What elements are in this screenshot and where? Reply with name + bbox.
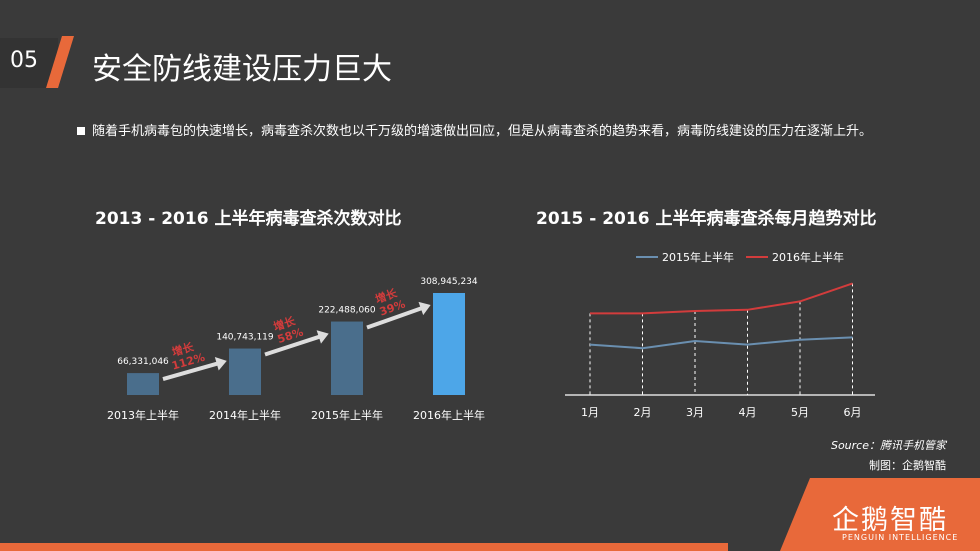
bar — [127, 373, 159, 395]
x-tick-label: 3月 — [686, 406, 704, 419]
bar-value-label: 66,331,046 — [117, 357, 169, 367]
bar-value-label: 308,945,234 — [420, 277, 478, 287]
bullet-square-icon — [77, 127, 85, 135]
bottom-accent-bar — [0, 543, 728, 551]
growth-arrowhead — [214, 357, 227, 371]
growth-arrow — [366, 305, 426, 330]
growth-arrowhead — [316, 330, 329, 344]
x-tick-label: 4月 — [739, 406, 757, 419]
series-line — [589, 336, 853, 350]
bar-value-label: 140,743,119 — [216, 333, 274, 343]
bar — [433, 293, 465, 395]
bar-chart-title: 2013 - 2016 上半年病毒查杀次数对比 — [95, 209, 402, 229]
bar-category-label: 2016年上半年 — [413, 408, 485, 422]
bar-category-label: 2013年上半年 — [107, 408, 179, 422]
bar-value-label: 222,488,060 — [318, 306, 376, 316]
legend-label: 2016年上半年 — [772, 250, 844, 264]
growth-arrow — [264, 333, 324, 357]
maker-note: 制图：企鹅智酷 — [869, 459, 946, 472]
legend-label: 2015年上半年 — [662, 250, 734, 264]
x-tick-label: 6月 — [844, 406, 862, 419]
source-note: Source：腾讯手机管家 — [830, 439, 946, 452]
page-title: 安全防线建设压力巨大 — [92, 52, 392, 87]
bar-chart: 66,331,046 2013年上半年 140,743,119 2014年上半年 222… — [107, 277, 485, 422]
line-chart-title: 2015 - 2016 上半年病毒查杀每月趋势对比 — [536, 209, 877, 229]
page-number: 05 — [10, 48, 38, 73]
x-tick-label: 2月 — [634, 406, 652, 419]
series-line — [590, 282, 853, 315]
bar — [229, 348, 261, 395]
accent-slash — [46, 36, 74, 88]
logo: 企鹅智酷 — [832, 505, 948, 536]
growth-label: 增长 — [170, 339, 196, 359]
logo-background — [780, 478, 980, 551]
bullet-text: 随着手机病毒包的快速增长，病毒查杀次数也以千万级的增速做出回应，但是从病毒查杀的… — [92, 124, 873, 139]
bar-category-label: 2015年上半年 — [311, 408, 383, 422]
growth-label: 增长 — [272, 313, 298, 333]
growth-arrow — [162, 360, 222, 382]
line-chart: 1月 2月 3月 4月 5月 6月 2015年上半年 2016年上半年 — [565, 250, 875, 419]
bar-category-label: 2014年上半年 — [209, 408, 281, 422]
growth-arrowhead — [418, 301, 431, 316]
x-tick-label: 1月 — [581, 406, 599, 419]
logo-subtitle: PENGUIN INTELLIGENCE — [842, 533, 959, 542]
x-tick-label: 5月 — [791, 406, 809, 419]
bar — [331, 321, 363, 395]
page-number-box — [0, 38, 58, 88]
